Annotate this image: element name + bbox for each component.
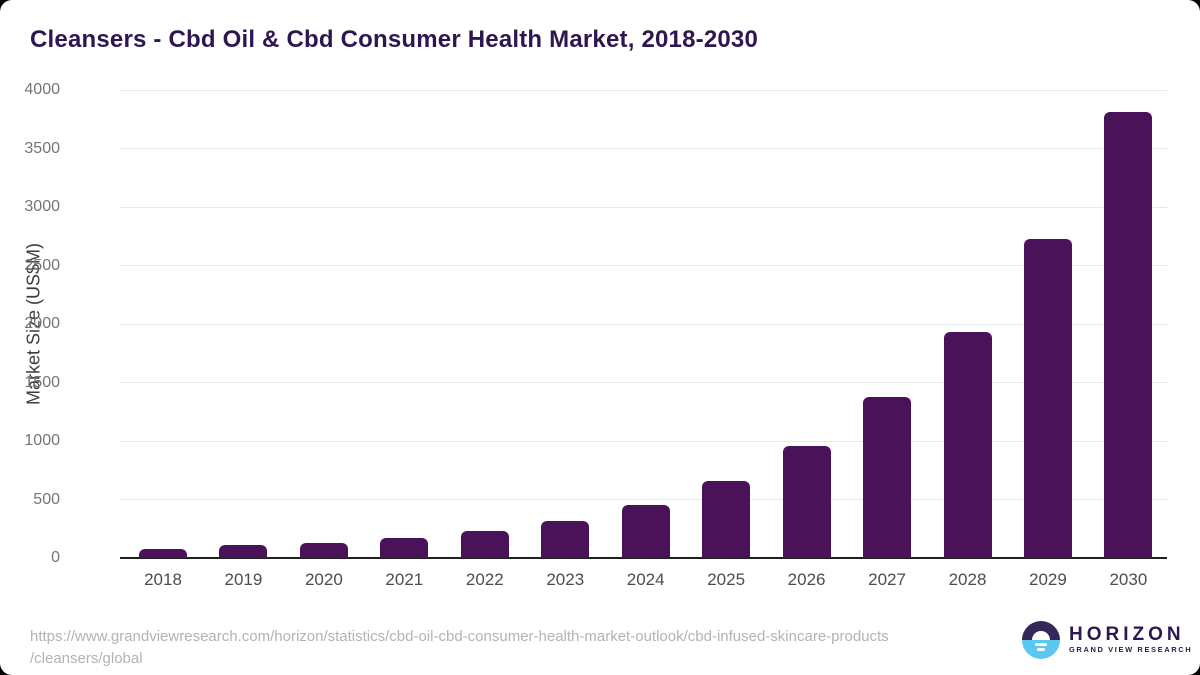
- y-tick-label-1500: 1500: [24, 373, 60, 391]
- bar-2020: [299, 542, 348, 558]
- bar-2021: [380, 537, 429, 558]
- y-axis-tick-labels: 0 500 1000 1500 2000 2500 3000 3500 4000: [24, 81, 60, 566]
- x-tick-label-2028: 2028: [948, 570, 987, 589]
- x-tick-label-2027: 2027: [868, 570, 906, 589]
- logo-subtitle: GRAND VIEW RESEARCH: [1069, 645, 1193, 654]
- x-tick-label-2026: 2026: [787, 570, 826, 589]
- x-tick-label-2024: 2024: [626, 570, 665, 589]
- y-tick-label-3000: 3000: [24, 198, 60, 215]
- y-tick-label-3500: 3500: [24, 139, 60, 157]
- horizon-logo-text: HORIZON GRAND VIEW RESEARCH: [1069, 625, 1192, 655]
- y-tick-label-500: 500: [33, 490, 60, 508]
- x-tick-label-2022: 2022: [465, 570, 504, 589]
- bar-2025: [702, 481, 751, 558]
- reflection-dash-icon: [1035, 643, 1047, 646]
- gridline-2000: [120, 323, 1167, 325]
- x-tick-label-2019: 2019: [224, 570, 263, 589]
- x-axis-line: [120, 557, 1167, 559]
- source-url-line2: /cleansers/global: [30, 650, 143, 667]
- sun-icon: [1032, 631, 1050, 640]
- gridline-1000: [120, 440, 1167, 442]
- bar-2018: [139, 548, 187, 558]
- source-url-line1: https://www.grandviewresearch.com/horizo…: [30, 628, 889, 645]
- y-tick-label-1000: 1000: [24, 432, 60, 449]
- bar-2026: [782, 446, 831, 558]
- y-tick-label-2500: 2500: [24, 256, 60, 274]
- bar-2022: [460, 531, 509, 558]
- reflection-dash-icon: [1037, 648, 1045, 651]
- x-tick-label-2023: 2023: [546, 570, 585, 589]
- horizon-logo-icon: [1022, 621, 1060, 659]
- x-tick-label-2021: 2021: [385, 570, 424, 589]
- y-tick-label-4000: 4000: [24, 81, 60, 98]
- x-tick-label-2020: 2020: [304, 570, 343, 589]
- gridline-500: [120, 499, 1167, 500]
- logo-name: HORIZON: [1069, 624, 1185, 645]
- y-tick-label-2000: 2000: [24, 315, 60, 332]
- gridline-3000: [120, 206, 1167, 208]
- bar-2024: [621, 505, 670, 558]
- chart-title: Cleansers - Cbd Oil & Cbd Consumer Healt…: [30, 26, 759, 53]
- plot-area: [120, 89, 1167, 559]
- y-tick-label-0: 0: [51, 549, 60, 566]
- x-tick-label-2025: 2025: [707, 570, 746, 589]
- gridline-1500: [120, 382, 1167, 383]
- x-tick-label-2029: 2029: [1029, 570, 1067, 589]
- source-url: https://www.grandviewresearch.com/horizo…: [30, 626, 889, 670]
- gridline-4000: [120, 89, 1167, 91]
- bar-2027: [863, 396, 912, 558]
- bar-2028: [943, 332, 992, 558]
- bar-2030: [1104, 111, 1153, 558]
- horizon-logo: HORIZON GRAND VIEW RESEARCH: [1022, 621, 1192, 659]
- bar-2029: [1023, 238, 1072, 558]
- bar-2023: [541, 520, 590, 558]
- bar-2019: [219, 544, 268, 558]
- gridline-2500: [120, 265, 1167, 266]
- gridline-3500: [120, 148, 1167, 149]
- x-tick-label-2018: 2018: [144, 570, 182, 589]
- x-tick-label-2030: 2030: [1109, 570, 1148, 589]
